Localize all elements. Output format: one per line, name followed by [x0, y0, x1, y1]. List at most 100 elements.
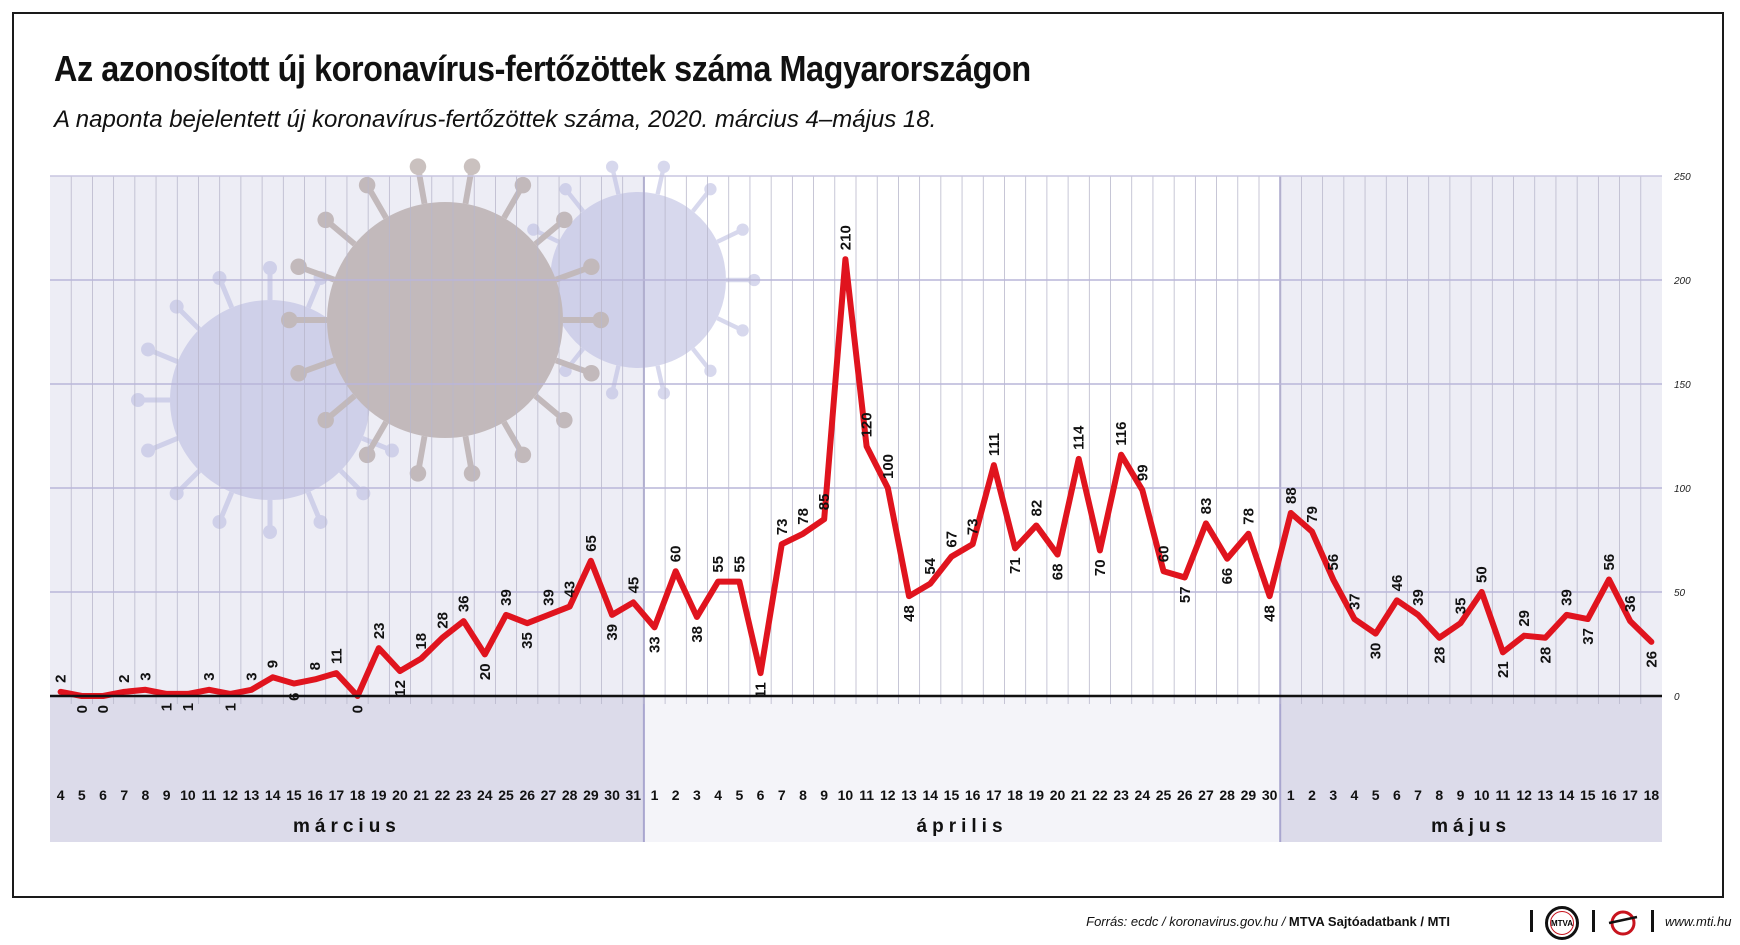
data-point	[1033, 522, 1039, 528]
x-tick-label: 12	[1516, 787, 1532, 803]
x-tick-label: 4	[1351, 787, 1359, 803]
data-label: 9	[265, 660, 282, 668]
x-tick-label: 22	[435, 787, 451, 803]
x-tick-label: 12	[880, 787, 896, 803]
data-label: 38	[689, 626, 706, 643]
virus-spike-tip	[358, 176, 376, 194]
data-point	[1479, 589, 1485, 595]
footer: Forrás: ecdc / koronavirus.gov.hu / MTVA…	[0, 902, 1740, 942]
data-label: 18	[413, 633, 430, 650]
x-tick-label: 11	[859, 787, 874, 803]
data-label: 45	[625, 577, 642, 594]
virus-spike-tip	[704, 364, 717, 377]
data-point	[736, 579, 742, 585]
virus-spike-tip	[556, 411, 573, 429]
virus-spike-tip	[605, 387, 619, 400]
data-point	[715, 579, 721, 585]
data-label: 88	[1283, 487, 1300, 504]
x-tick-label: 25	[1156, 787, 1172, 803]
data-label: 28	[434, 612, 451, 629]
x-tick-label: 13	[901, 787, 917, 803]
data-point	[1585, 616, 1591, 622]
data-point	[397, 668, 403, 674]
data-label: 37	[1580, 628, 1597, 645]
data-label: 65	[583, 535, 600, 552]
x-tick-label: 17	[329, 787, 345, 803]
data-label: 3	[201, 672, 218, 680]
virus-spike-tip	[463, 465, 481, 482]
website: www.mti.hu	[1665, 914, 1732, 929]
virus-spike-tip	[736, 223, 749, 236]
data-point	[1309, 529, 1315, 535]
data-label: 68	[1050, 564, 1067, 581]
data-label: 2	[53, 674, 70, 682]
x-tick-label: 28	[1219, 787, 1235, 803]
x-tick-label: 19	[371, 787, 387, 803]
data-point	[1351, 616, 1357, 622]
x-tick-label: 24	[477, 787, 493, 803]
data-label: 120	[859, 412, 876, 437]
data-point	[1118, 452, 1124, 458]
x-tick-label: 24	[1135, 787, 1151, 803]
data-label: 57	[1177, 586, 1194, 603]
y-tick-label: 50	[1674, 588, 1686, 599]
x-tick-label: 11	[202, 787, 217, 803]
virus-spike-tip	[559, 183, 572, 196]
virus-spike-tip	[280, 311, 298, 329]
virus-spike-tip	[290, 365, 307, 382]
data-point	[1182, 574, 1188, 580]
y-tick-label: 100	[1674, 484, 1691, 495]
x-tick-label: 13	[1538, 787, 1554, 803]
data-label: 73	[965, 518, 982, 535]
data-label: 55	[731, 556, 748, 573]
x-tick-label: 22	[1092, 787, 1108, 803]
virus-spike-tip	[583, 258, 600, 275]
virus-spike-tip	[556, 211, 573, 229]
data-point	[800, 531, 806, 537]
data-point	[906, 593, 912, 599]
data-label: 1	[222, 703, 239, 711]
x-tick-label: 7	[1414, 787, 1422, 803]
x-tick-label: 16	[965, 787, 981, 803]
data-point	[1224, 556, 1230, 562]
virus-spike-tip	[356, 486, 371, 501]
virus-spike-tip	[169, 299, 184, 314]
data-label: 12	[392, 680, 409, 697]
data-label: 73	[774, 518, 791, 535]
x-tick-label: 8	[799, 787, 807, 803]
x-tick-label: 4	[57, 787, 65, 803]
virus-spike-tip	[141, 443, 156, 458]
data-label: 79	[1304, 506, 1321, 523]
data-point	[948, 554, 954, 560]
x-tick-label: 31	[626, 787, 642, 803]
virus-icon	[131, 158, 761, 539]
x-tick-label: 5	[1372, 787, 1380, 803]
data-point	[1245, 531, 1251, 537]
virus-spike-tip	[583, 365, 600, 382]
data-point	[1203, 520, 1209, 526]
x-tick-label: 27	[541, 787, 557, 803]
data-label: 71	[1007, 557, 1024, 574]
x-tick-label: 14	[265, 787, 281, 803]
x-tick-label: 2	[672, 787, 680, 803]
x-tick-label: 8	[1435, 787, 1443, 803]
source-credit: Forrás: ecdc / koronavirus.gov.hu / MTVA…	[1086, 914, 1450, 929]
virus-spike-tip	[131, 393, 145, 407]
data-label: 28	[1431, 647, 1448, 664]
x-tick-label: 14	[1559, 787, 1575, 803]
data-point	[418, 656, 424, 662]
mtva-logo: MTVA	[1545, 906, 1579, 940]
line-chart: 2002311313968110231218283620393539436539…	[50, 158, 1691, 842]
data-label: 111	[986, 433, 1003, 456]
data-label: 29	[1516, 610, 1533, 627]
data-label: 28	[1537, 647, 1554, 664]
data-point	[885, 485, 891, 491]
x-tick-label: 21	[413, 787, 429, 803]
x-tick-label: 19	[1029, 787, 1045, 803]
x-tick-label: 20	[1050, 787, 1066, 803]
virus-spike-tip	[463, 158, 481, 175]
data-point	[249, 687, 254, 693]
x-tick-label: 20	[392, 787, 408, 803]
data-point	[673, 568, 679, 574]
x-tick-label: 23	[1113, 787, 1129, 803]
